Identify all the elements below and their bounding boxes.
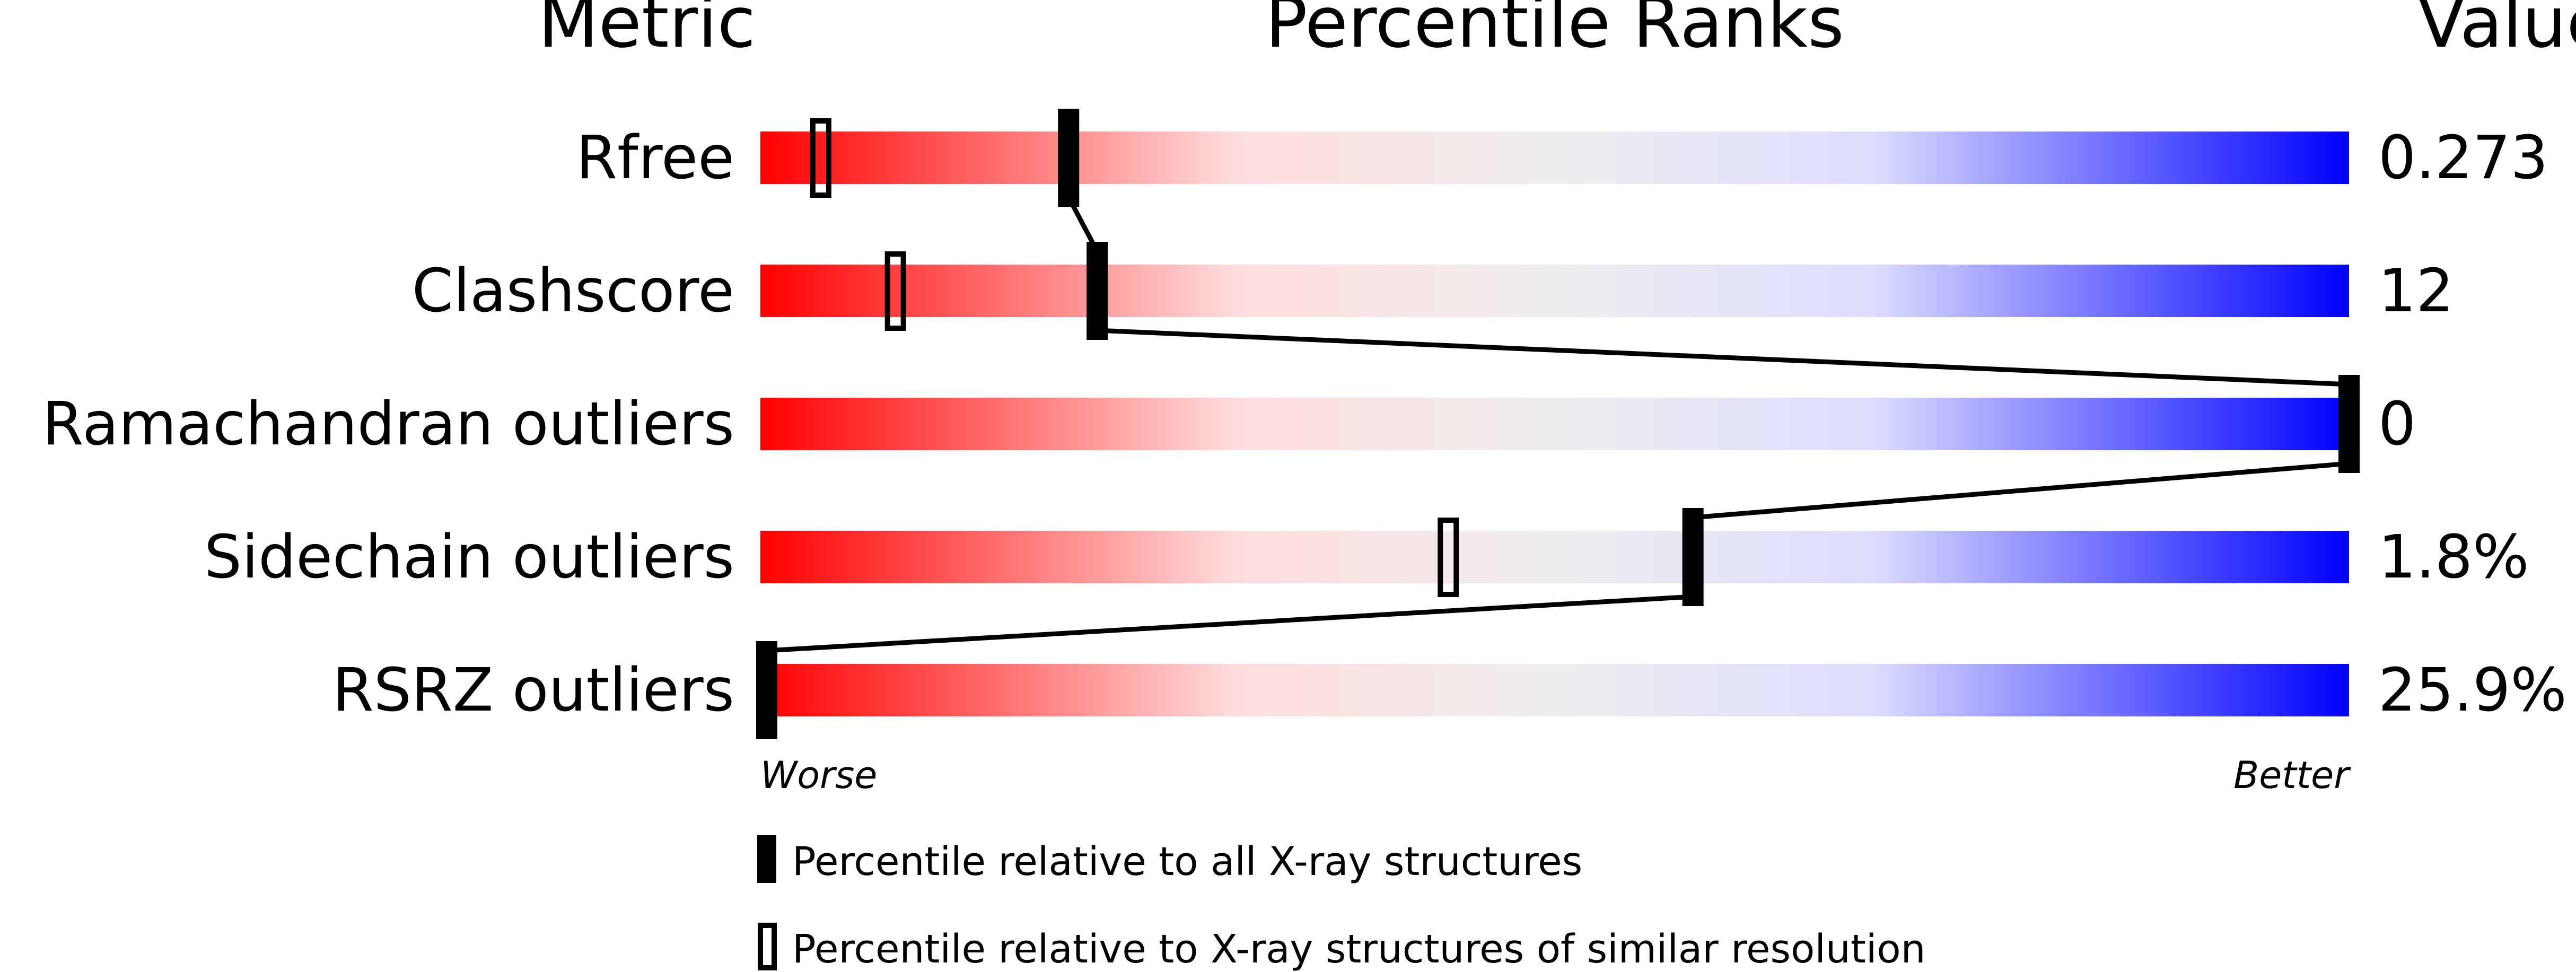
legend-filled-marker [757,835,776,883]
legend-open-label: Percentile relative to X-ray structures … [792,926,1926,972]
connector-line [1097,328,2350,387]
metric-value: 0.273 [2378,124,2548,192]
worse-label: Worse [760,754,877,797]
better-label: Better [2233,754,2351,797]
percentile-bar [760,398,2349,450]
percentile-bar [760,265,2349,317]
all-xray-marker [1682,508,1704,606]
connector-line [1693,461,2350,520]
metric-label: Ramachandran outliers [42,390,734,459]
metric-value: 1.8% [2378,523,2529,592]
connector-line [766,594,1693,653]
all-xray-marker [1058,109,1080,207]
percentile-bar [760,132,2349,184]
metric-label: Clashscore [412,257,734,326]
all-xray-marker [1087,242,1108,340]
similar-resolution-marker [1438,518,1459,597]
all-xray-marker [2338,375,2360,473]
legend-open-marker [758,923,777,970]
header-metric: Metric [538,0,756,64]
metric-value: 25.9% [2378,656,2567,725]
metric-label: Sidechain outliers [204,523,734,592]
header-value: Value [2417,0,2576,64]
legend-filled-label: Percentile relative to all X-ray structu… [792,839,1582,885]
metric-label: RSRZ outliers [332,656,734,725]
similar-resolution-marker [884,251,906,331]
header-percentile-ranks: Percentile Ranks [1265,0,1844,64]
metric-label: Rfree [576,124,734,192]
metric-value: 0 [2378,390,2416,459]
similar-resolution-marker [810,118,831,198]
metric-value: 12 [2378,257,2454,326]
percentile-bar [760,531,2349,583]
percentile-bar [760,664,2349,716]
all-xray-marker [756,641,777,739]
